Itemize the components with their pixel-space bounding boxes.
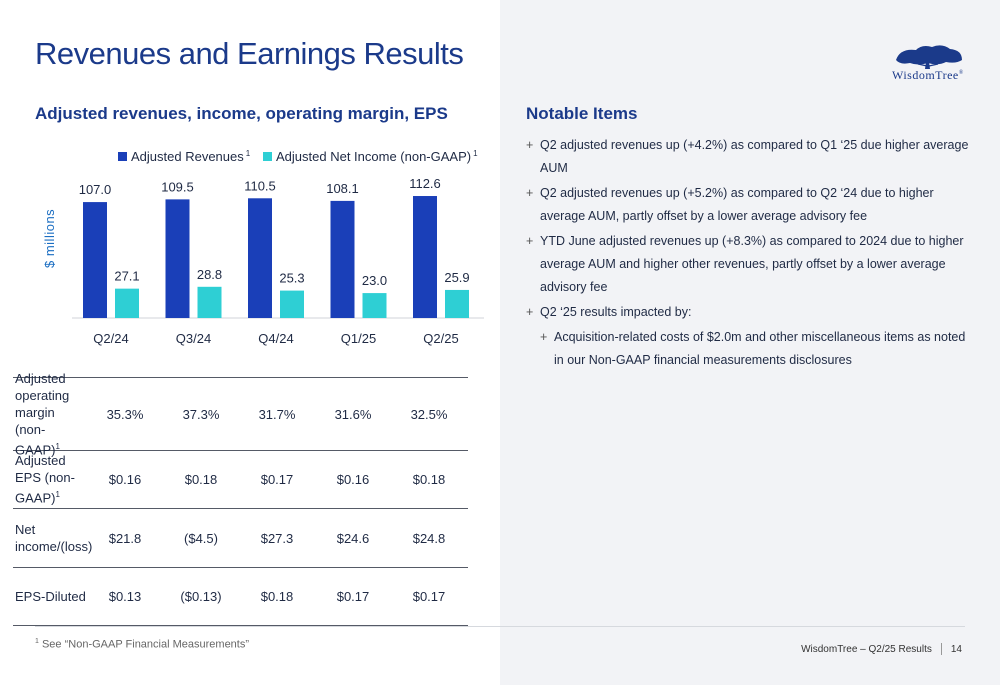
- logo-wordmark: WisdomTree®: [892, 68, 964, 82]
- data-label-1-4: 25.9: [444, 270, 469, 285]
- metric-value: $24.6: [336, 530, 370, 546]
- bar-1-2: [280, 290, 304, 318]
- metric-value: $0.13: [108, 589, 142, 604]
- data-label-0-4: 112.6: [409, 176, 441, 191]
- metric-label: EPS-Diluted: [15, 589, 86, 604]
- notable-panel-background: [500, 0, 1000, 685]
- metric-value: $0.17: [336, 589, 370, 604]
- metric-value: $0.16: [108, 472, 142, 487]
- metric-value: $0.18: [412, 472, 446, 487]
- x-tick-label-1: Q3/24: [176, 331, 211, 346]
- notable-item-text: YTD June adjusted revenues up (+8.3%) as…: [540, 234, 964, 294]
- plus-bullet-icon: +: [540, 330, 548, 344]
- metrics-table: Adjusted operating margin (non-GAAP)1 35.…: [13, 371, 468, 626]
- metric-value: $0.18: [184, 472, 218, 487]
- plus-bullet-icon: +: [526, 186, 534, 200]
- notable-item: + YTD June adjusted revenues up (+8.3%) a…: [526, 230, 971, 299]
- metric-label: Adjusted operating margin (non-GAAP)1: [15, 370, 70, 458]
- data-label-1-2: 25.3: [279, 271, 304, 286]
- metric-value: 35.3%: [106, 406, 144, 422]
- data-label-1-0: 27.1: [114, 269, 139, 284]
- bar-0-2: [248, 198, 272, 318]
- data-label-0-1: 109.5: [161, 179, 194, 194]
- y-axis-label: $ millions: [42, 208, 57, 268]
- legend-swatch-0: [118, 152, 127, 161]
- metric-value: $0.18: [260, 589, 294, 604]
- data-label-0-3: 108.1: [326, 181, 359, 196]
- bar-1-4: [445, 289, 469, 318]
- data-label-0-2: 110.5: [244, 178, 276, 193]
- notable-item-text: Q2 adjusted revenues up (+4.2%) as compa…: [540, 138, 969, 175]
- metric-row: Net income/(loss) $21.8 ($4.5) $27.3 $24.6 $2…: [13, 508, 468, 567]
- footer-label: WisdomTree – Q2/25 Results 14: [801, 643, 962, 655]
- metric-value: ($0.13): [180, 589, 222, 604]
- data-label-1-1: 28.8: [197, 267, 222, 282]
- page-number: 14: [950, 643, 962, 655]
- metric-value: $24.8: [412, 530, 446, 546]
- x-tick-label-4: Q2/25: [423, 331, 458, 346]
- bar-1-1: [197, 286, 222, 318]
- notable-item: + Q2 ‘25 results impacted by:: [526, 301, 971, 324]
- metric-row: Adjusted EPS (non-GAAP)1 $0.16 $0.18 $0.17 $…: [13, 450, 468, 508]
- notable-item-text: Acquisition-related costs of $2.0m and o…: [554, 330, 966, 367]
- bar-1-3: [362, 293, 387, 318]
- metric-label: Net income/(loss): [15, 522, 93, 554]
- notable-item: + Q2 adjusted revenues up (+4.2%) as comp…: [526, 134, 971, 180]
- metric-value: 32.5%: [410, 406, 448, 422]
- notable-items-list: + Q2 adjusted revenues up (+4.2%) as comp…: [526, 134, 971, 374]
- metric-value: $0.17: [260, 472, 294, 487]
- bar-0-4: [413, 196, 437, 318]
- chart-section-title: Adjusted revenues, income, operating mar…: [35, 104, 448, 123]
- metric-row: Adjusted operating margin (non-GAAP)1 35.…: [13, 371, 468, 457]
- footer-report-label: WisdomTree – Q2/25 Results: [801, 643, 932, 655]
- x-tick-label-3: Q1/25: [341, 331, 376, 346]
- x-tick-label-0: Q2/24: [93, 331, 128, 346]
- legend-swatch-1: [263, 152, 272, 161]
- metric-value: $0.17: [412, 589, 446, 604]
- revenue-income-bar-chart: Adjusted Revenues 1 Adjusted Net Income (n…: [72, 149, 484, 346]
- metric-value: $0.16: [336, 472, 370, 487]
- data-label-0-0: 107.0: [79, 182, 112, 197]
- metric-value: $27.3: [260, 530, 294, 546]
- metric-row: EPS-Diluted $0.13 ($0.13) $0.18 $0.17 $0.17: [13, 567, 468, 626]
- bar-0-3: [330, 200, 355, 318]
- bar-1-0: [115, 288, 139, 318]
- notable-item: + Q2 adjusted revenues up (+5.2%) as comp…: [526, 182, 971, 228]
- data-label-1-3: 23.0: [362, 273, 387, 288]
- metric-value: 37.3%: [182, 406, 220, 422]
- metric-label: Adjusted EPS (non-GAAP)1: [15, 453, 75, 506]
- bar-0-1: [165, 199, 190, 318]
- bar-0-0: [83, 202, 107, 318]
- notable-item-text: Q2 adjusted revenues up (+5.2%) as compa…: [540, 186, 934, 223]
- footnote: 1 See “Non-GAAP Financial Measurements”: [35, 638, 250, 651]
- legend-label-0: Adjusted Revenues 1: [131, 149, 251, 164]
- metric-value: 31.7%: [258, 406, 296, 422]
- notable-item: + Acquisition-related costs of $2.0m and …: [540, 326, 971, 372]
- footer-separator: [940, 643, 942, 655]
- legend-label-1: Adjusted Net Income (non-GAAP) 1: [276, 149, 478, 164]
- notable-items-title: Notable Items: [526, 104, 638, 123]
- x-tick-label-2: Q4/24: [258, 331, 293, 346]
- metric-value: $21.8: [108, 530, 142, 546]
- tree-logo-icon: [896, 45, 962, 69]
- metric-value: ($4.5): [184, 530, 218, 546]
- page-title: Revenues and Earnings Results: [35, 36, 464, 71]
- metric-value: 31.6%: [334, 406, 372, 422]
- notable-item-text: Q2 ‘25 results impacted by:: [540, 305, 692, 319]
- plus-bullet-icon: +: [526, 234, 534, 248]
- plus-bullet-icon: +: [526, 305, 534, 319]
- footer-divider: [35, 626, 965, 627]
- plus-bullet-icon: +: [526, 138, 534, 152]
